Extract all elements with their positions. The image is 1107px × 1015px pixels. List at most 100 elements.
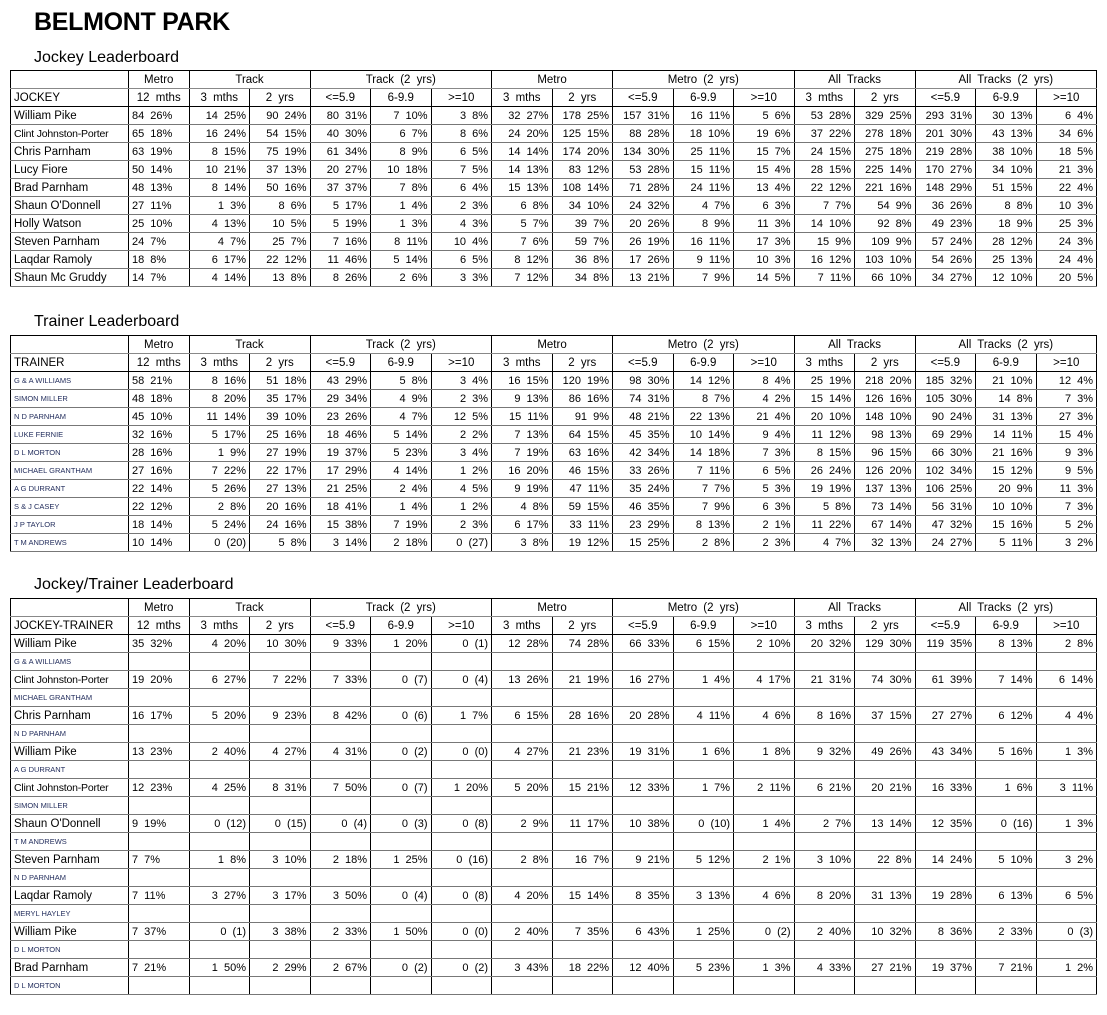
stat-cell: 4 6% (733, 886, 795, 905)
stat-cell: 14 12% (672, 371, 735, 390)
stat-cell: 0 (2) (370, 958, 432, 977)
stat-cell: 34 27% (914, 268, 977, 287)
column-header: >=10 (733, 88, 795, 107)
stat-cell: 28 15% (793, 160, 856, 179)
empty-cell (309, 832, 372, 851)
stat-cell: 3 2% (1035, 533, 1098, 552)
empty-cell (975, 832, 1037, 851)
jockey-name: Brad Parnham (10, 178, 129, 197)
table-row: Shaun O'Donnell 9 19% 0 (12) 0 (15) 0 (4) 0 (… (10, 814, 1098, 833)
stat-cell: 28 16% (551, 706, 614, 725)
stat-cell: 6 5% (733, 461, 795, 480)
stat-cell: 221 16% (854, 178, 916, 197)
stat-cell: 83 12% (551, 160, 614, 179)
empty-cell (491, 724, 553, 743)
empty-cell (793, 652, 856, 671)
stat-cell: 36 26% (914, 196, 977, 215)
empty-cell (854, 976, 916, 995)
jockey-name: Steven Parnham (10, 232, 129, 251)
table-row: LUKE FERNIE 32 16% 5 17% 25 16% 18 46% 5 14% 2… (10, 425, 1098, 444)
stat-cell: 8 35% (612, 886, 674, 905)
stat-cell: 37 22% (793, 124, 856, 143)
stat-cell: 5 23% (370, 443, 432, 462)
stat-cell: 7 11% (128, 886, 190, 905)
group-header: Metro (491, 335, 614, 354)
stat-cell: 32 27% (491, 106, 553, 125)
stat-cell: 14 25% (188, 106, 250, 125)
stat-cell: 45 10% (128, 407, 190, 426)
stat-cell: 15 25% (612, 533, 674, 552)
stat-cell: 96 15% (854, 443, 916, 462)
stat-cell: 15 14% (551, 886, 614, 905)
stat-cell: 103 10% (854, 250, 916, 269)
stat-cell: 137 13% (854, 479, 916, 498)
empty-cell (1035, 832, 1098, 851)
empty-cell (370, 796, 432, 815)
trainer-name: N D PARNHAM (10, 407, 129, 426)
stat-cell: 24 11% (672, 178, 735, 197)
stat-cell: 4 7% (793, 533, 856, 552)
stat-cell: 6 27% (188, 670, 250, 689)
stat-cell: 21 16% (975, 443, 1037, 462)
group-header (10, 598, 129, 617)
empty-cell (733, 760, 795, 779)
column-header: <=5.9 (914, 616, 977, 635)
stat-cell: 74 31% (612, 389, 674, 408)
group-header: Metro (128, 335, 190, 354)
empty-cell (188, 868, 250, 887)
stat-cell: 6 5% (1035, 886, 1098, 905)
stat-cell: 3 8% (491, 533, 553, 552)
stat-cell: 0 (1) (188, 922, 250, 941)
empty-cell (430, 688, 493, 707)
empty-cell (249, 940, 311, 959)
stat-cell: 18 41% (309, 497, 372, 516)
empty-cell (128, 832, 190, 851)
stat-cell: 8 20% (188, 389, 250, 408)
stat-cell: 178 25% (551, 106, 614, 125)
stat-cell: 19 37% (914, 958, 977, 977)
stat-cell: 25 3% (1035, 214, 1098, 233)
stat-cell: 9 33% (309, 634, 372, 653)
stat-cell: 38 10% (975, 142, 1037, 161)
empty-cell (551, 760, 614, 779)
stat-cell: 5 14% (370, 250, 432, 269)
stat-cell: 8 13% (672, 515, 735, 534)
empty-cell (914, 868, 977, 887)
table-row: Shaun O'Donnell 27 11% 1 3% 8 6% 5 17% 1 4% 2 … (10, 196, 1098, 215)
empty-cell (249, 688, 311, 707)
stat-cell: 1 20% (370, 634, 432, 653)
stat-cell: 2 67% (309, 958, 372, 977)
stat-cell: 14 8% (975, 389, 1037, 408)
empty-cell (370, 652, 432, 671)
trainer-leaderboard-table: Metro Track Track (2 yrs) Metro Metro (2 yrs… (10, 335, 1098, 552)
jockey-trainer-leaderboard-heading: Jockey/Trainer Leaderboard (34, 576, 234, 593)
stat-cell: 15 11% (491, 407, 553, 426)
empty-cell (793, 760, 856, 779)
empty-cell (249, 904, 311, 923)
stat-cell: 24 3% (1035, 232, 1098, 251)
empty-cell (551, 652, 614, 671)
stat-cell: 2 1% (733, 515, 795, 534)
table-row: A G DURRANT 22 14% 5 26% 27 13% 21 25% 2 4% 4 … (10, 479, 1098, 498)
empty-cell (491, 832, 553, 851)
stat-cell: 5 8% (793, 497, 856, 516)
stat-cell: 7 19% (491, 443, 553, 462)
empty-cell (733, 688, 795, 707)
stat-cell: 106 25% (914, 479, 977, 498)
jockey-name: Brad Parnham (10, 958, 129, 977)
stat-cell: 47 11% (551, 479, 614, 498)
table-row: S & J CASEY 22 12% 2 8% 20 16% 18 41% 1 4% 1 2… (10, 497, 1098, 516)
column-header: 3 mths (491, 353, 553, 372)
stat-cell: 16 24% (188, 124, 250, 143)
table-row: D L MORTON 28 16% 1 9% 27 19% 19 37% 5 23% 3 4… (10, 443, 1098, 462)
stat-cell: 7 13% (491, 425, 553, 444)
stat-cell: 15 4% (1035, 425, 1098, 444)
empty-cell (975, 976, 1037, 995)
stat-cell: 7 3% (733, 443, 795, 462)
stat-cell: 9 13% (491, 389, 553, 408)
stat-cell: 1 7% (672, 778, 735, 797)
stat-cell: 4 5% (430, 479, 493, 498)
stat-cell: 3 17% (249, 886, 311, 905)
stat-cell: 119 35% (914, 634, 977, 653)
empty-cell (1035, 976, 1098, 995)
